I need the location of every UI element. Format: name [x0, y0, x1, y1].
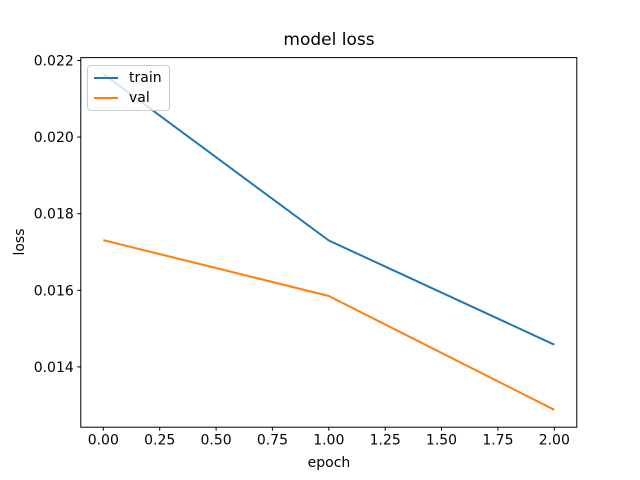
- legend-entry-train: train: [88, 69, 169, 88]
- x-tick-label: 0.75: [257, 433, 288, 449]
- legend-line-sample: [94, 77, 118, 80]
- x-axis-label: epoch: [307, 455, 351, 471]
- legend-line-sample: [94, 96, 118, 99]
- y-axis-label: loss: [12, 228, 28, 256]
- x-tick-label: 1.50: [426, 433, 457, 449]
- y-tick-label: 0.016: [34, 283, 74, 299]
- x-tick-label: 0.00: [88, 433, 119, 449]
- x-tick-label: 1.00: [313, 433, 344, 449]
- x-tick-label: 1.75: [482, 433, 513, 449]
- x-tick-label: 0.50: [201, 433, 232, 449]
- legend-label: val: [129, 89, 150, 106]
- legend: train val: [87, 65, 170, 111]
- legend-entry-val: val: [88, 88, 169, 107]
- chart-title: model loss: [283, 30, 375, 50]
- y-tick-label: 0.022: [34, 54, 74, 70]
- x-tick-label: 0.25: [144, 433, 175, 449]
- x-tick-label: 1.25: [370, 433, 401, 449]
- line-train: [102, 73, 555, 346]
- y-tick-label: 0.018: [34, 207, 74, 223]
- x-tick-label: 2.00: [539, 433, 570, 449]
- line-val: [103, 239, 555, 411]
- y-tick-label: 0.014: [34, 360, 74, 376]
- legend-label: train: [129, 70, 162, 87]
- y-tick-label: 0.020: [34, 130, 74, 146]
